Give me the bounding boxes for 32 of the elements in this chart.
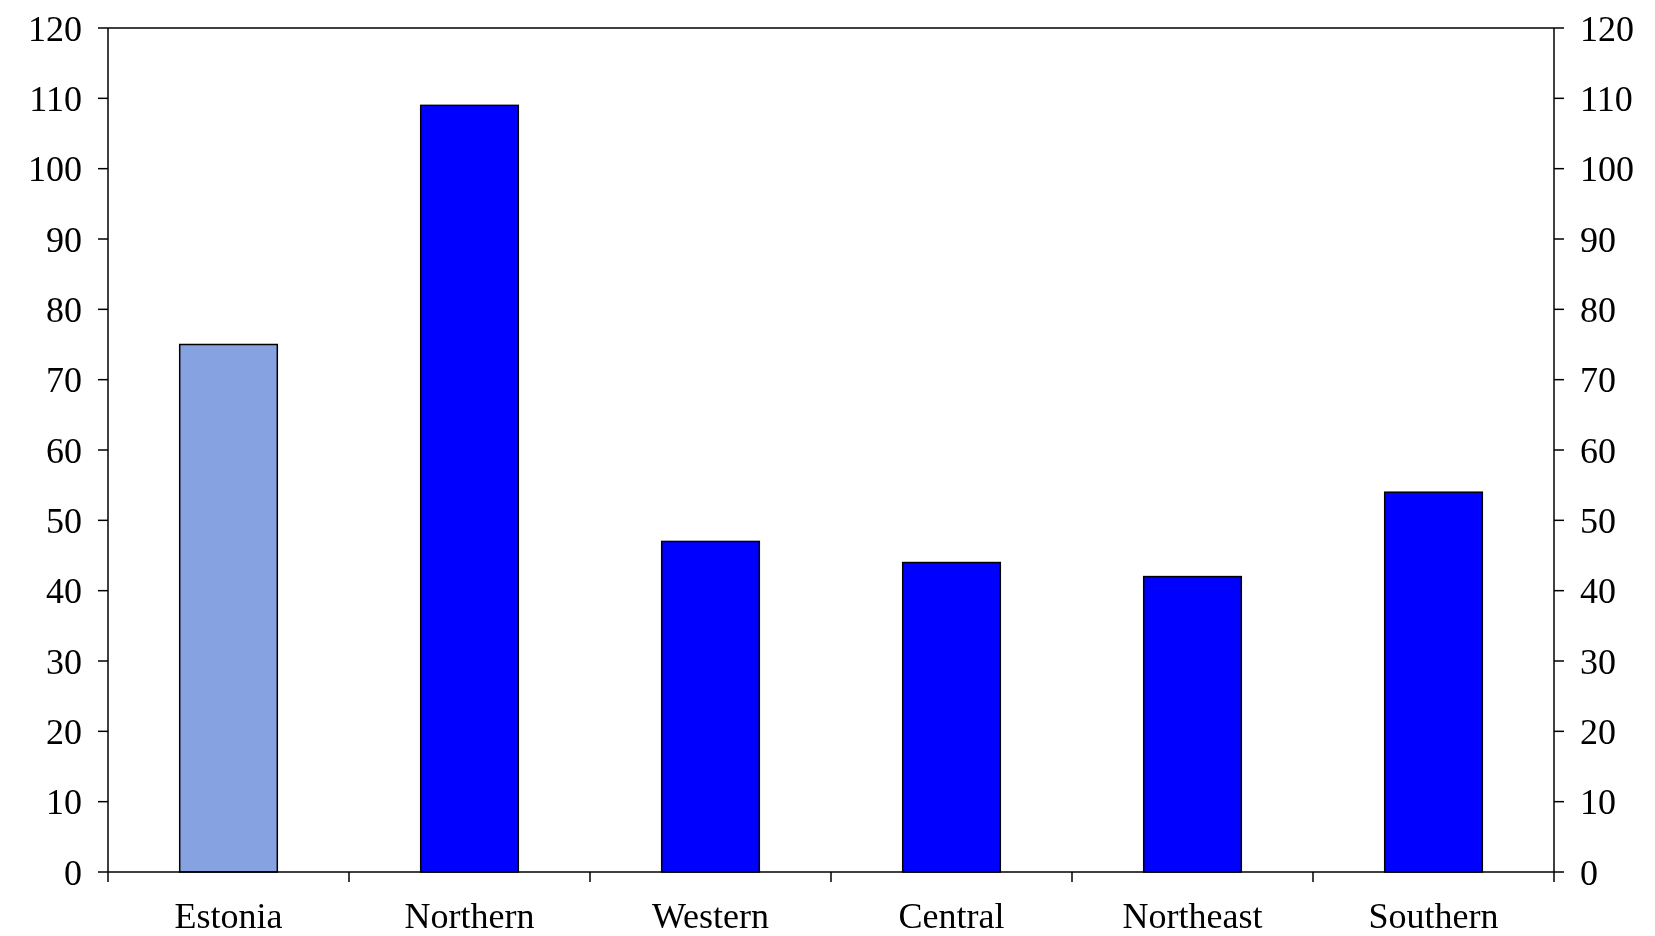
y2-tick-label: 120	[1580, 8, 1634, 49]
y-tick-label: 110	[29, 78, 82, 119]
x-tick-label: Estonia	[174, 896, 283, 936]
y2-tick-label: 60	[1580, 430, 1616, 471]
y-tick-label: 90	[46, 219, 82, 260]
y2-tick-label: 90	[1580, 219, 1616, 260]
x-tick-label: Southern	[1368, 896, 1499, 936]
y2-tick-label: 50	[1580, 500, 1616, 541]
x-tick-label: Northeast	[1122, 896, 1263, 936]
y-tick-label: 30	[46, 641, 82, 682]
y-tick-label: 120	[28, 8, 82, 49]
x-tick-label: Northern	[404, 896, 535, 936]
y2-tick-label: 70	[1580, 360, 1616, 401]
y-tick-label: 80	[46, 289, 82, 330]
x-tick-label: Western	[651, 896, 770, 936]
y2-tick-label: 100	[1580, 149, 1634, 190]
y2-tick-label: 110	[1580, 78, 1633, 119]
y2-tick-label: 30	[1580, 641, 1616, 682]
y-tick-label: 70	[46, 360, 82, 401]
y2-tick-label: 80	[1580, 289, 1616, 330]
y-tick-label: 50	[46, 500, 82, 541]
y2-tick-label: 20	[1580, 711, 1616, 752]
y-tick-label: 0	[64, 852, 82, 893]
y-tick-label: 10	[46, 782, 82, 823]
y2-tick-label: 10	[1580, 782, 1616, 823]
y-tick-label: 60	[46, 430, 82, 471]
y2-tick-label: 0	[1580, 852, 1598, 893]
x-tick-label: Central	[898, 896, 1005, 936]
y-tick-label: 40	[46, 571, 82, 612]
y2-tick-label: 40	[1580, 571, 1616, 612]
y-tick-label: 20	[46, 711, 82, 752]
y-tick-label: 100	[28, 149, 82, 190]
